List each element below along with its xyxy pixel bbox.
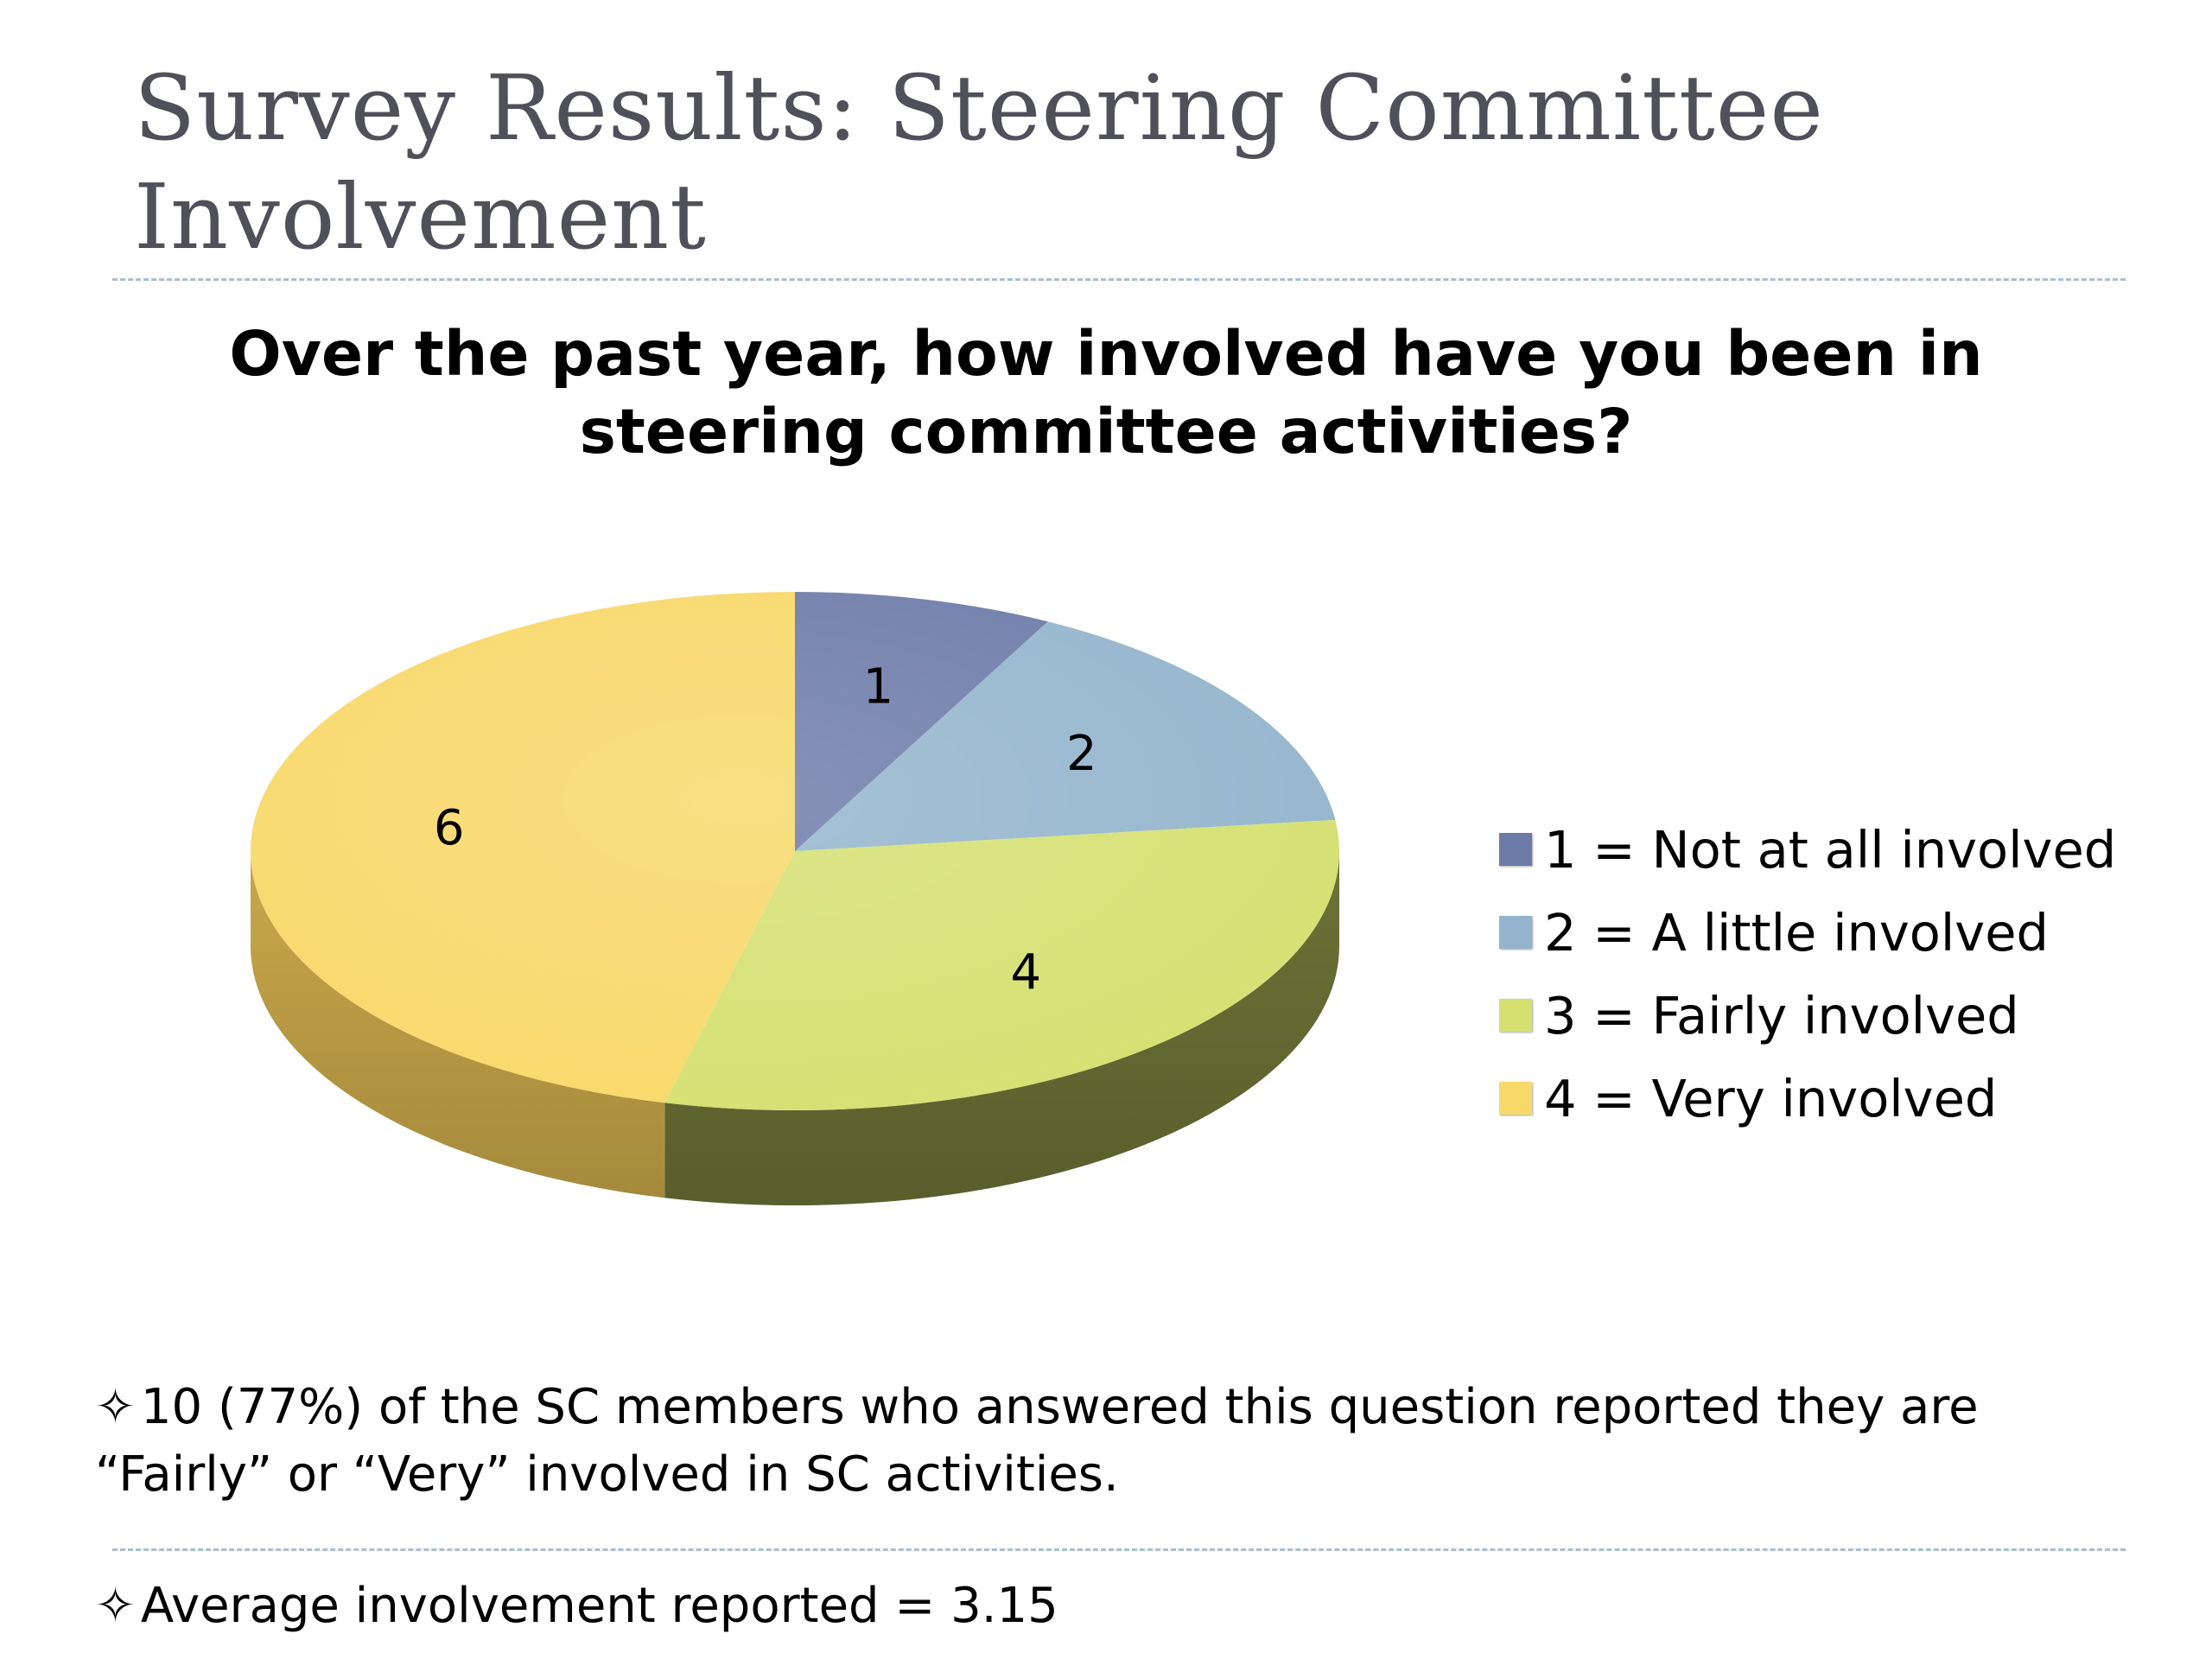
pie-data-label-3: 4 [1011, 944, 1042, 1001]
pie-data-labels: 1 2 4 6 [434, 659, 1097, 1001]
note-text: Average involvement reported = 3.15 [140, 1578, 1058, 1634]
pie-sides [251, 851, 1339, 1205]
legend-swatch-4 [1499, 1082, 1532, 1115]
pie-tops [251, 592, 1340, 1110]
legend-swatch-1 [1499, 833, 1532, 866]
note-text: 10 (77%) of the SC members who answered … [95, 1379, 1979, 1503]
legend-swatch-2 [1499, 916, 1532, 949]
legend-item-2: 2 = A little involved [1499, 891, 2116, 974]
note-fairly-very: ✧ 10 (77%) of the SC members who answered… [95, 1374, 2169, 1509]
legend-label-3: 3 = Fairly involved [1544, 985, 2019, 1046]
legend-item-3: 3 = Fairly involved [1499, 974, 2116, 1057]
slide-title: Survey Results: Steering Committee Invol… [134, 55, 1824, 270]
legend-label-4: 4 = Very involved [1544, 1068, 1998, 1128]
pie-data-label-2: 2 [1066, 726, 1097, 782]
pie-slice-side-shade-3 [664, 851, 1339, 1205]
legend-label-2: 2 = A little involved [1544, 902, 2049, 963]
chart-title: Over the past year, how involved have yo… [229, 318, 1983, 467]
four-pointed-star-icon: ✧ [95, 1578, 136, 1634]
pie-data-label-4: 6 [434, 800, 465, 856]
legend-label-1: 1 = Not at all involved [1544, 819, 2117, 880]
note-average: ✧ Average involvement reported = 3.15 [95, 1573, 2169, 1640]
four-pointed-star-icon: ✧ [95, 1379, 136, 1435]
legend-item-1: 1 = Not at all involved [1499, 808, 2116, 891]
pie-data-label-1: 1 [863, 659, 894, 715]
title-divider [112, 278, 2126, 281]
notes-divider [112, 1548, 2126, 1551]
legend-item-4: 4 = Very involved [1499, 1057, 2116, 1140]
pie-slice-side-shade-4 [251, 851, 665, 1198]
pie-top-sheen [251, 592, 1339, 1110]
legend-swatch-3 [1499, 999, 1532, 1032]
chart-legend: 1 = Not at all involved 2 = A little invo… [1499, 808, 2116, 1140]
